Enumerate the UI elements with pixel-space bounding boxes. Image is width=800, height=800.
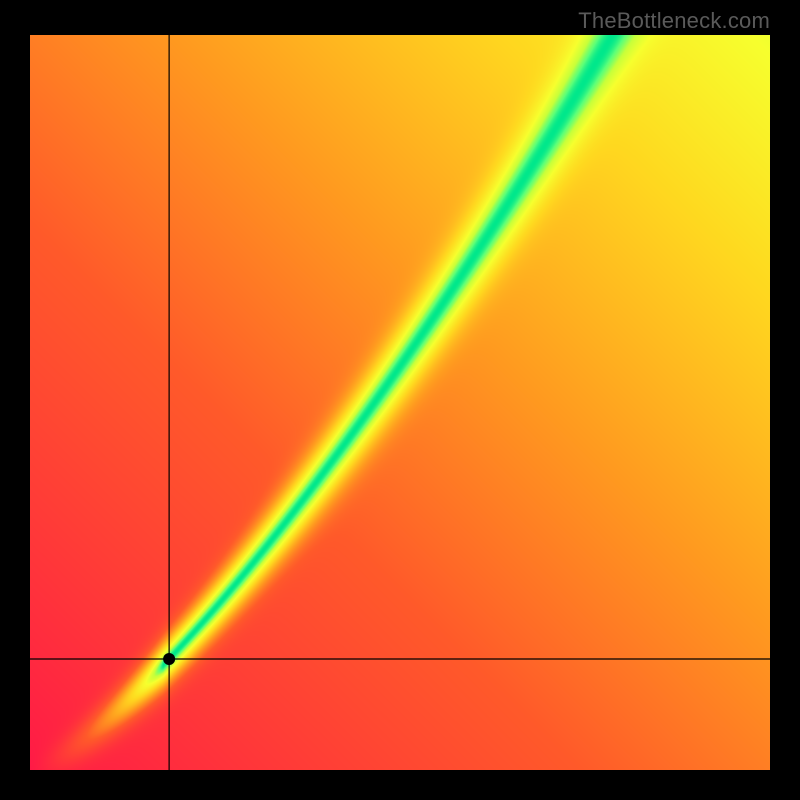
plot-area xyxy=(30,35,770,770)
heatmap-canvas xyxy=(30,35,770,770)
chart-container: TheBottleneck.com xyxy=(0,0,800,800)
watermark-text: TheBottleneck.com xyxy=(578,8,770,34)
